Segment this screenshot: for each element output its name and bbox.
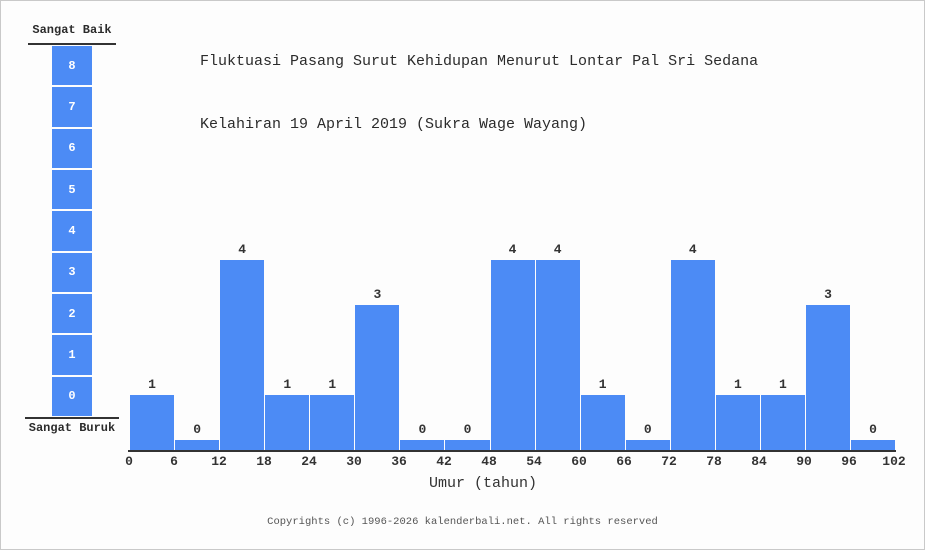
bar-value-label: 4 — [238, 242, 247, 257]
bar — [355, 305, 400, 450]
chart-title-line2: Kelahiran 19 April 2019 (Sukra Wage Waya… — [200, 116, 588, 133]
x-tick-label: 84 — [751, 454, 767, 469]
bar-value-label: 4 — [688, 242, 697, 257]
scale-level-box: 6 — [52, 128, 92, 168]
scale-level-box: 7 — [52, 87, 92, 127]
bar-value-label: 1 — [328, 377, 337, 392]
x-tick-label: 12 — [211, 454, 227, 469]
x-axis-line — [128, 450, 896, 452]
bar-value-label: 3 — [373, 287, 382, 302]
bar-value-label: 1 — [283, 377, 292, 392]
bar-slot: 4 — [535, 239, 580, 450]
scale-level-box: 0 — [52, 376, 92, 416]
bar-slot: 1 — [580, 239, 625, 450]
bar — [220, 260, 265, 450]
bar — [130, 395, 175, 450]
x-tick-label: 78 — [706, 454, 722, 469]
x-tick-label: 0 — [125, 454, 133, 469]
x-tick-label: 90 — [796, 454, 812, 469]
bar-value-label: 3 — [824, 287, 832, 302]
scale-top-label: Sangat Baik — [32, 23, 112, 37]
bar — [535, 260, 580, 450]
bar-value-label: 0 — [643, 422, 652, 437]
bar — [310, 395, 355, 450]
x-tick-label: 6 — [170, 454, 178, 469]
bar — [490, 260, 535, 450]
bar — [851, 440, 896, 450]
x-tick-label: 48 — [481, 454, 497, 469]
bar — [760, 395, 805, 450]
scale-level-box: 2 — [52, 293, 92, 334]
bar — [445, 440, 490, 450]
x-axis-tick-labels: 0 6 12 18 24 30 36 42 48 54 60 66 72 78 84 90 96 102 — [125, 454, 906, 470]
bar-value-label: 1 — [733, 377, 742, 392]
bar — [715, 395, 760, 450]
x-tick-label: 102 — [882, 454, 906, 469]
bar — [175, 440, 220, 450]
bar-slot: 0 — [625, 239, 670, 450]
bar-slot: 1 — [130, 239, 175, 450]
scale-level-box: 1 — [52, 335, 92, 375]
scale-top-line — [28, 43, 116, 45]
x-tick-label: 24 — [301, 454, 317, 469]
chart-title-line1: Fluktuasi Pasang Surut Kehidupan Menurut… — [200, 53, 759, 70]
x-axis-label: Umur (tahun) — [428, 475, 538, 492]
chart-title: Fluktuasi Pasang Surut Kehidupan Menurut… — [200, 9, 758, 177]
x-tick-label: 54 — [526, 454, 542, 469]
bar-value-label: 4 — [508, 242, 517, 257]
x-tick-label: 30 — [346, 454, 362, 469]
bar-value-label: 0 — [869, 422, 877, 437]
scale-bottom-line — [25, 417, 119, 419]
bar-slot: 0 — [445, 239, 490, 450]
bar-chart-plot-area: 1 0 4 1 1 3 0 0 4 4 1 0 4 1 1 3 0 — [130, 239, 896, 450]
x-tick-label: 72 — [661, 454, 677, 469]
bar-value-label: 0 — [193, 422, 201, 437]
bar — [625, 440, 670, 450]
scale-level-box: 4 — [52, 211, 92, 251]
scale-level-box: 3 — [52, 252, 92, 292]
scale-level-box: 8 — [52, 46, 92, 86]
bar-slot: 3 — [355, 239, 400, 450]
x-tick-label: 36 — [391, 454, 407, 469]
bar-value-label: 1 — [779, 377, 787, 392]
bar-value-label: 0 — [418, 422, 427, 437]
bar — [805, 305, 850, 450]
x-tick-label: 60 — [571, 454, 587, 469]
x-tick-label: 42 — [436, 454, 452, 469]
bar-slot: 0 — [400, 239, 445, 450]
x-tick-label: 96 — [841, 454, 857, 469]
bar — [400, 440, 445, 450]
scale-bottom-label: Sangat Buruk — [28, 421, 116, 435]
bar — [670, 260, 715, 450]
bar-value-label: 4 — [553, 242, 562, 257]
bar-value-label: 0 — [463, 422, 472, 437]
scale-level-box: 5 — [52, 169, 92, 210]
bar-slot: 1 — [265, 239, 310, 450]
bar — [265, 395, 310, 450]
x-tick-label: 66 — [616, 454, 632, 469]
bar-slot: 0 — [851, 239, 896, 450]
bar-slot: 0 — [175, 239, 220, 450]
bar-slot: 4 — [670, 239, 715, 450]
x-tick-label: 18 — [256, 454, 272, 469]
bar-slot: 1 — [715, 239, 760, 450]
bar-slot: 3 — [805, 239, 850, 450]
copyright-footer: Copyrights (c) 1996-2026 kalenderbali.ne… — [267, 516, 658, 528]
bar-slot: 1 — [760, 239, 805, 450]
bar-value-label: 1 — [598, 377, 607, 392]
bar-slot: 4 — [220, 239, 265, 450]
bar-slot: 1 — [310, 239, 355, 450]
bar — [580, 395, 625, 450]
bar-slot: 4 — [490, 239, 535, 450]
bar-value-label: 1 — [148, 377, 156, 392]
